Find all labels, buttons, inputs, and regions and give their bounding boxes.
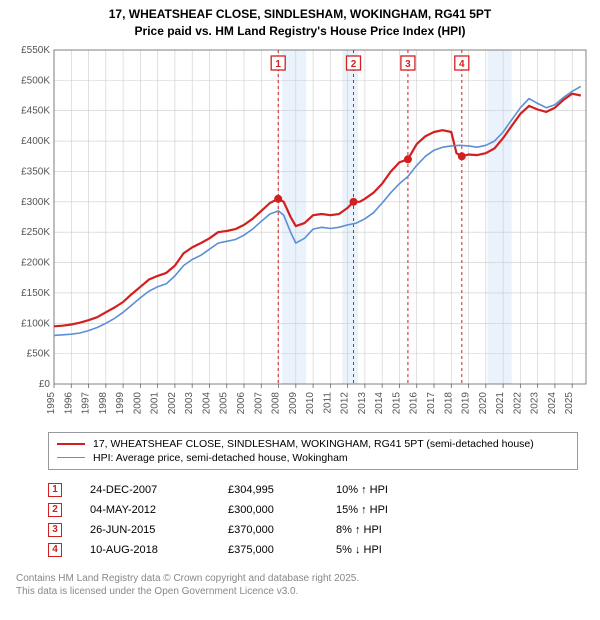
legend-swatch <box>57 457 85 458</box>
x-tick-label: 1995 <box>46 391 57 414</box>
x-tick-label: 2009 <box>288 391 299 414</box>
y-tick-label: £300K <box>21 196 50 207</box>
sale-row-marker: 2 <box>48 503 62 517</box>
legend-item: 17, WHEATSHEAF CLOSE, SINDLESHAM, WOKING… <box>57 437 569 451</box>
y-tick-label: £150K <box>21 288 50 299</box>
sale-price: £300,000 <box>228 504 308 516</box>
sale-delta: 8% ↑ HPI <box>336 524 446 536</box>
y-tick-label: £250K <box>21 227 50 238</box>
y-tick-label: £50K <box>27 348 51 359</box>
sale-row: 3 26-JUN-2015 £370,000 8% ↑ HPI <box>48 520 592 540</box>
legend-item: HPI: Average price, semi-detached house,… <box>57 451 569 465</box>
sale-date: 24-DEC-2007 <box>90 484 200 496</box>
x-tick-label: 2011 <box>322 391 333 413</box>
x-tick-label: 2002 <box>167 391 178 414</box>
x-tick-label: 2012 <box>340 391 351 414</box>
sale-point <box>404 155 412 163</box>
x-tick-label: 1997 <box>81 391 92 414</box>
sale-row-marker: 1 <box>48 483 62 497</box>
sale-delta: 5% ↓ HPI <box>336 544 446 556</box>
sale-row: 2 04-MAY-2012 £300,000 15% ↑ HPI <box>48 500 592 520</box>
chart-svg: £0 £50K £100K £150K £200K £250K £300K £350K £400… <box>8 44 592 424</box>
sale-delta: 15% ↑ HPI <box>336 504 446 516</box>
chart-container: 17, WHEATSHEAF CLOSE, SINDLESHAM, WOKING… <box>0 0 600 606</box>
sale-marker-number: 4 <box>459 59 465 70</box>
sale-point <box>350 197 358 205</box>
sale-row: 1 24-DEC-2007 £304,995 10% ↑ HPI <box>48 480 592 500</box>
sale-row-marker: 4 <box>48 543 62 557</box>
x-tick-label: 2019 <box>461 391 472 414</box>
y-tick-label: £450K <box>21 105 50 116</box>
sale-marker-number: 3 <box>405 59 411 70</box>
y-tick-label: £550K <box>21 45 50 56</box>
sale-row-marker: 3 <box>48 523 62 537</box>
sale-date: 10-AUG-2018 <box>90 544 200 556</box>
x-tick-label: 2007 <box>253 391 264 414</box>
sale-delta: 10% ↑ HPI <box>336 484 446 496</box>
sale-price: £375,000 <box>228 544 308 556</box>
chart-title: 17, WHEATSHEAF CLOSE, SINDLESHAM, WOKING… <box>8 6 592 40</box>
x-tick-label: 2025 <box>564 391 575 414</box>
sale-price: £304,995 <box>228 484 308 496</box>
y-tick-label: £400K <box>21 136 50 147</box>
x-tick-label: 2020 <box>478 391 489 414</box>
title-line1: 17, WHEATSHEAF CLOSE, SINDLESHAM, WOKING… <box>8 6 592 23</box>
sales-table: 1 24-DEC-2007 £304,995 10% ↑ HPI 2 04-MAY-201… <box>48 480 592 560</box>
sale-row: 4 10-AUG-2018 £375,000 5% ↓ HPI <box>48 540 592 560</box>
y-tick-label: £350K <box>21 166 50 177</box>
x-tick-label: 2000 <box>132 391 143 414</box>
footer-attribution: Contains HM Land Registry data © Crown c… <box>16 572 592 598</box>
chart-plot: £0 £50K £100K £150K £200K £250K £300K £350K £400… <box>8 44 592 424</box>
x-tick-label: 2003 <box>184 391 195 414</box>
sale-price: £370,000 <box>228 524 308 536</box>
x-tick-label: 2013 <box>357 391 368 414</box>
x-tick-label: 1999 <box>115 391 126 414</box>
x-tick-label: 1996 <box>63 391 74 414</box>
x-tick-label: 2016 <box>409 391 420 414</box>
footer-line2: This data is licensed under the Open Gov… <box>16 585 592 598</box>
legend: 17, WHEATSHEAF CLOSE, SINDLESHAM, WOKING… <box>48 432 578 470</box>
x-tick-label: 2022 <box>512 391 523 414</box>
x-tick-label: 2021 <box>495 391 506 414</box>
legend-label: HPI: Average price, semi-detached house,… <box>93 452 348 464</box>
legend-swatch <box>57 443 85 445</box>
recession-band <box>282 50 306 384</box>
y-tick-label: £0 <box>39 379 51 390</box>
x-tick-label: 2004 <box>201 391 212 414</box>
x-tick-label: 2006 <box>236 391 247 414</box>
x-tick-label: 2001 <box>150 391 161 414</box>
sale-point <box>458 152 466 160</box>
x-tick-label: 2005 <box>219 391 230 414</box>
x-tick-label: 2018 <box>443 391 454 414</box>
legend-label: 17, WHEATSHEAF CLOSE, SINDLESHAM, WOKING… <box>93 438 534 450</box>
x-tick-label: 2023 <box>530 391 541 414</box>
x-tick-label: 2017 <box>426 391 437 414</box>
sale-date: 04-MAY-2012 <box>90 504 200 516</box>
x-tick-label: 2015 <box>391 391 402 414</box>
recession-band <box>488 50 512 384</box>
x-tick-label: 2008 <box>271 391 282 414</box>
sale-date: 26-JUN-2015 <box>90 524 200 536</box>
x-tick-label: 2014 <box>374 391 385 414</box>
recession-band <box>342 50 358 384</box>
y-tick-label: £200K <box>21 257 50 268</box>
y-tick-label: £100K <box>21 318 50 329</box>
x-tick-label: 2010 <box>305 391 316 414</box>
sale-marker-number: 2 <box>351 59 357 70</box>
title-line2: Price paid vs. HM Land Registry's House … <box>8 23 592 40</box>
sale-marker-number: 1 <box>275 59 281 70</box>
sale-point <box>274 194 282 202</box>
x-tick-label: 1998 <box>98 391 109 414</box>
x-tick-label: 2024 <box>547 391 558 414</box>
y-tick-label: £500K <box>21 75 50 86</box>
footer-line1: Contains HM Land Registry data © Crown c… <box>16 572 592 585</box>
